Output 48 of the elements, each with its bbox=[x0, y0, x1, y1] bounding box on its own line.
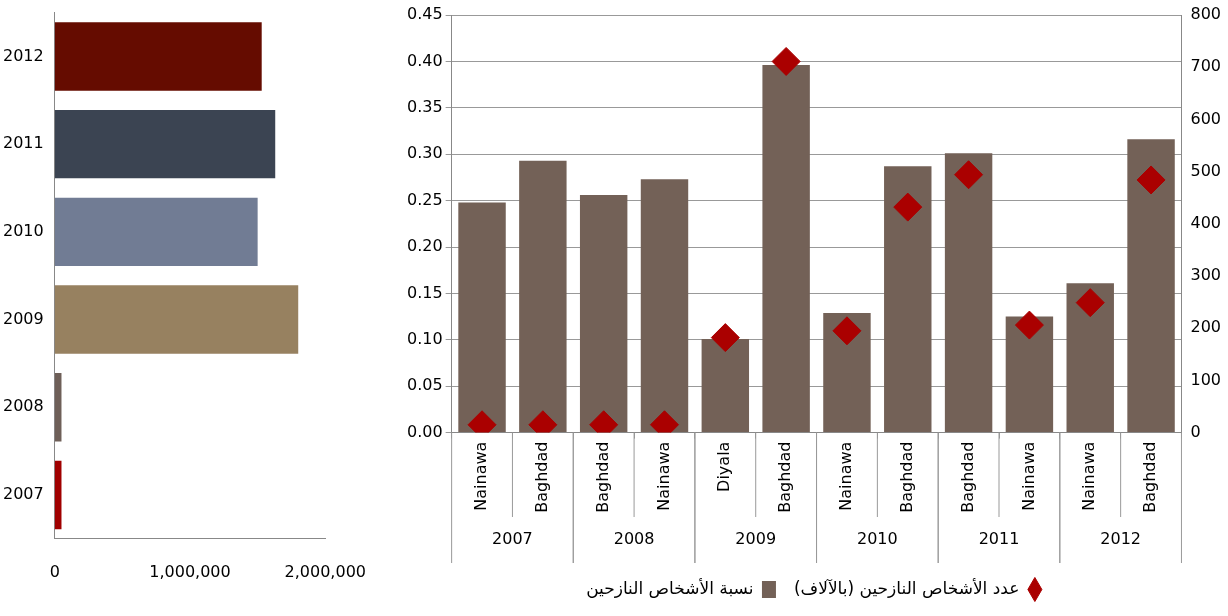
y-tick-label: 2011 bbox=[3, 133, 44, 153]
y2-tick-label: 0 bbox=[1190, 421, 1201, 441]
x-tick-label: Baghdad bbox=[532, 441, 552, 513]
y2-tick-label: 600 bbox=[1190, 108, 1222, 128]
x-tick-label: Baghdad bbox=[957, 441, 977, 513]
x-tick-label: Nainawa bbox=[653, 441, 673, 511]
y-tick-label: 0.30 bbox=[407, 143, 443, 163]
x-tick-label: Baghdad bbox=[592, 441, 612, 513]
y2-tick-label: 300 bbox=[1190, 265, 1222, 285]
x-tick-label: Baghdad bbox=[1140, 441, 1160, 513]
text: 2011 bbox=[978, 529, 1020, 549]
text: 2010 bbox=[857, 529, 898, 549]
x-tick-label: Nainawa bbox=[471, 441, 491, 511]
y2-tick-label: 100 bbox=[1190, 369, 1222, 389]
text: 2012 bbox=[1100, 529, 1141, 549]
legend-label: عدد الأشخاص النازحين (بالآلاف) bbox=[793, 577, 1020, 598]
x-tick-label: Nainawa bbox=[1018, 441, 1038, 511]
x-tick-label: Baghdad bbox=[775, 441, 795, 513]
y-tick-label: 2012 bbox=[3, 45, 44, 65]
x-tick-label: Nainawa bbox=[1079, 441, 1099, 511]
y-tick-label: 2007 bbox=[3, 484, 44, 504]
x-tick-label: 2,000,000 bbox=[284, 561, 366, 581]
y-tick-label: 0.25 bbox=[407, 189, 443, 209]
x-tick-label: Nainawa bbox=[836, 441, 856, 511]
y-tick-label: 0.10 bbox=[407, 328, 443, 348]
y-tick-label: 0.35 bbox=[407, 96, 443, 116]
x-tick-label: 0 bbox=[49, 561, 60, 581]
x-tick-label: 1,000,000 bbox=[149, 561, 231, 581]
legend-label: نسبة الأشخاص النازحين bbox=[586, 577, 754, 598]
y2-tick-label: 500 bbox=[1190, 160, 1222, 180]
y2-tick-label: 400 bbox=[1190, 212, 1222, 232]
y-tick-label: 0.45 bbox=[407, 4, 443, 24]
text: 2009 bbox=[735, 529, 777, 549]
text: 2008 bbox=[613, 529, 655, 549]
y-tick-label: 0.05 bbox=[407, 375, 443, 395]
y-tick-label: 2009 bbox=[3, 308, 44, 328]
x-tick-label: Baghdad bbox=[896, 441, 916, 513]
y-tick-label: 0.15 bbox=[407, 282, 443, 302]
y-tick-label: 0.40 bbox=[407, 50, 443, 70]
x-tick-label: Diyala bbox=[714, 441, 734, 492]
y2-tick-label: 700 bbox=[1190, 56, 1222, 76]
y-tick-label: 0.20 bbox=[407, 236, 443, 256]
y2-tick-label: 200 bbox=[1190, 317, 1222, 337]
y-tick-label: 2010 bbox=[3, 221, 44, 241]
y-tick-label: 2008 bbox=[3, 396, 44, 416]
text: 2007 bbox=[492, 529, 533, 549]
y2-tick-label: 800 bbox=[1190, 4, 1222, 24]
y-tick-label: 0.00 bbox=[407, 421, 443, 441]
